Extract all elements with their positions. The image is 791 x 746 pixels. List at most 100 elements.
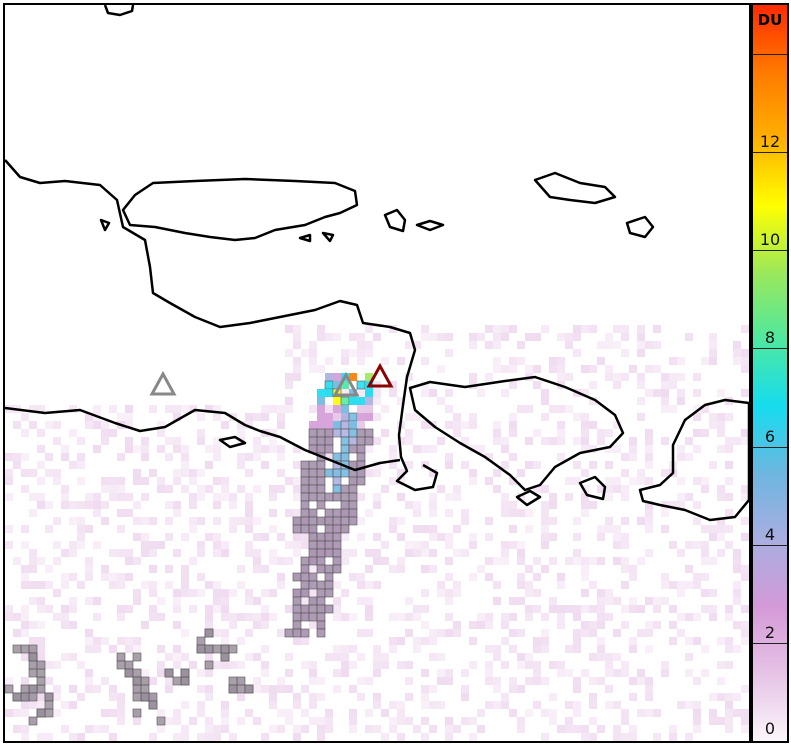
so2-cell — [469, 541, 477, 549]
so2-cell — [356, 380, 366, 390]
so2-cell — [493, 557, 501, 565]
so2-cell — [325, 453, 333, 461]
so2-cell — [549, 693, 557, 701]
so2-cell — [29, 565, 37, 573]
volcano-marker-grey-west[interactable] — [149, 370, 177, 396]
so2-cell — [677, 477, 685, 485]
so2-cell — [493, 437, 501, 445]
so2-cell — [69, 597, 77, 605]
so2-cell — [156, 716, 166, 726]
so2-cell — [549, 517, 557, 525]
so2-cell — [373, 501, 381, 509]
so2-cell — [517, 661, 525, 669]
so2-cell — [189, 557, 197, 565]
so2-cell — [340, 500, 350, 510]
coastline-islet-3 — [415, 219, 445, 232]
so2-cell — [61, 501, 69, 509]
so2-cell — [477, 445, 485, 453]
so2-cell — [493, 485, 501, 493]
so2-cell — [316, 476, 326, 486]
so2-cell — [413, 645, 421, 653]
so2-cell — [141, 621, 149, 629]
so2-cell — [653, 709, 661, 717]
so2-cell — [21, 613, 29, 621]
so2-cell — [549, 493, 557, 501]
so2-cell — [340, 428, 350, 438]
so2-cell — [309, 405, 317, 413]
so2-cell — [485, 573, 493, 581]
so2-cell — [541, 629, 549, 637]
so2-cell — [629, 565, 637, 573]
so2-cell — [589, 733, 597, 741]
colorbar-tick-label: 0 — [764, 719, 776, 738]
so2-cell — [140, 676, 150, 686]
so2-cell — [525, 613, 533, 621]
so2-cell — [148, 692, 158, 702]
so2-cell — [509, 629, 517, 637]
so2-cell — [308, 596, 318, 606]
so2-cell — [589, 325, 597, 333]
so2-cell — [573, 437, 581, 445]
so2-cell — [349, 389, 357, 397]
so2-cell — [637, 413, 645, 421]
so2-cell — [357, 413, 365, 421]
so2-cell — [677, 373, 685, 381]
so2-cell — [637, 397, 645, 405]
so2-cell — [565, 557, 573, 565]
so2-cell — [181, 701, 189, 709]
so2-cell — [348, 508, 358, 518]
so2-cell — [461, 509, 469, 517]
so2-cell — [172, 676, 182, 686]
so2-cell — [445, 405, 453, 413]
so2-cell — [28, 652, 38, 662]
so2-cell — [421, 445, 429, 453]
so2-cell — [365, 413, 373, 421]
so2-cell — [517, 685, 525, 693]
so2-cell — [645, 389, 653, 397]
so2-cell — [316, 596, 326, 606]
so2-cell — [165, 453, 173, 461]
so2-cell — [117, 701, 125, 709]
so2-cell — [485, 557, 493, 565]
so2-cell — [5, 613, 13, 621]
so2-cell — [485, 533, 493, 541]
so2-cell — [332, 556, 342, 566]
so2-cell — [316, 444, 326, 454]
volcano-marker-grey-center[interactable] — [332, 371, 360, 397]
so2-cell — [453, 549, 461, 557]
so2-cell — [37, 445, 45, 453]
so2-cell — [677, 501, 685, 509]
so2-cell — [453, 413, 461, 421]
so2-cell — [277, 685, 285, 693]
so2-cell — [213, 453, 221, 461]
so2-cell — [101, 429, 109, 437]
coastlines — [5, 5, 749, 522]
so2-cell — [461, 517, 469, 525]
so2-cell — [45, 581, 53, 589]
so2-cell — [677, 397, 685, 405]
so2-cell — [709, 605, 717, 613]
so2-cell — [429, 637, 437, 645]
so2-cell — [332, 548, 342, 558]
so2-cell — [133, 645, 141, 653]
so2-cell — [509, 477, 517, 485]
so2-cell — [677, 613, 685, 621]
so2-cell — [309, 589, 317, 597]
so2-cell — [173, 661, 181, 669]
volcano-marker-active[interactable] — [366, 362, 394, 388]
so2-cell — [141, 477, 149, 485]
so2-cell — [693, 413, 701, 421]
so2-cell — [509, 501, 517, 509]
so2-cell — [93, 613, 101, 621]
so2-cell — [613, 445, 621, 453]
so2-cell — [581, 429, 589, 437]
so2-cell — [285, 605, 293, 613]
so2-cell — [317, 397, 325, 405]
so2-cell — [69, 405, 77, 413]
so2-cell — [300, 556, 310, 566]
so2-cell — [316, 484, 326, 494]
so2-cell — [645, 365, 653, 373]
so2-cell — [37, 501, 45, 509]
so2-cell — [237, 661, 245, 669]
so2-cell — [13, 461, 21, 469]
